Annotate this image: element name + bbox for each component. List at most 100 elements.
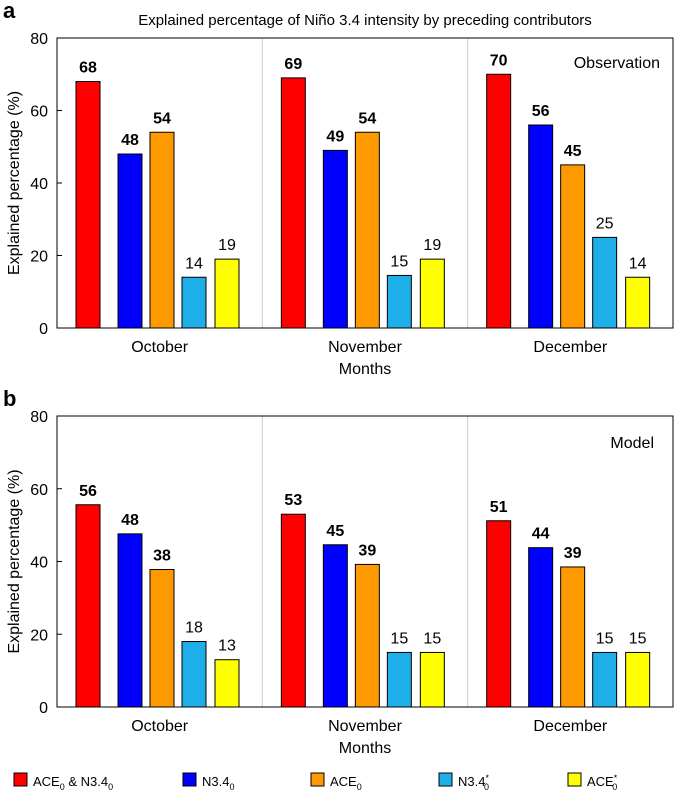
- data-label: 15: [629, 630, 647, 647]
- x-category-label: December: [533, 339, 607, 356]
- legend-swatch: [182, 772, 197, 787]
- legend-label: N3.40​: [202, 774, 234, 792]
- legend-swatch: [438, 772, 453, 787]
- data-label: 56: [79, 483, 97, 500]
- bar-n34-october: [117, 533, 143, 708]
- bar-n34_star-october: [181, 641, 207, 708]
- legend-swatch: [567, 772, 582, 787]
- data-label: 19: [423, 237, 441, 254]
- bar-n34_star-november: [386, 274, 412, 329]
- panel-letter-a: a: [3, 0, 16, 23]
- data-label: 49: [326, 128, 344, 145]
- bar-ace-october: [149, 131, 175, 329]
- bar-ace-november: [354, 563, 380, 708]
- x-axis-label: Months: [339, 361, 391, 378]
- data-label: 39: [358, 542, 376, 559]
- data-label: 25: [596, 215, 614, 232]
- bar-ace-october: [149, 569, 175, 708]
- bar-ace_star-november: [419, 651, 445, 708]
- plot-frame: [56, 415, 674, 708]
- data-label: 14: [185, 255, 203, 272]
- y-tick-label: 20: [30, 249, 48, 266]
- bar-n34_star-november: [386, 651, 412, 708]
- data-label: 15: [390, 253, 408, 270]
- bar-combined-december: [486, 520, 512, 708]
- bar-combined-october: [75, 81, 101, 329]
- bar-ace_star-october: [214, 258, 240, 329]
- y-tick-label: 0: [39, 700, 48, 717]
- panel-letter-b: b: [3, 386, 16, 411]
- bar-n34-november: [322, 544, 348, 708]
- y-axis-label: Explained percentage (%): [6, 91, 23, 275]
- panel-b: b 0 20 40 60 80 56 53 51 48 45 44 38 39 39 18 15 15 13 15 15…: [3, 386, 674, 757]
- data-label: 14: [629, 255, 647, 272]
- data-label: 15: [596, 630, 614, 647]
- data-label: 48: [121, 512, 139, 529]
- bar-ace-december: [560, 566, 586, 708]
- bar-ace_star-december: [625, 651, 651, 708]
- legend-item-ace: ACE0​: [310, 772, 362, 792]
- x-category-label: December: [533, 718, 607, 735]
- x-axis-label: Months: [339, 740, 391, 757]
- data-label: 54: [153, 110, 171, 127]
- y-axis-label: Explained percentage (%): [6, 469, 23, 653]
- data-label: 48: [121, 132, 139, 149]
- y-tick-label: 80: [30, 409, 48, 426]
- legend-item-n34_star: N3.4*0​: [438, 772, 489, 792]
- data-label: 45: [564, 143, 582, 160]
- bar-n34-november: [322, 149, 348, 329]
- y-tick-label: 40: [30, 555, 48, 572]
- legend: ACE0​ & N3.40 N3.40​ ACE0​ N3.4*0​ ACE*0​: [13, 772, 618, 792]
- data-label: 44: [532, 526, 550, 543]
- data-label: 54: [358, 110, 376, 127]
- data-label: 70: [490, 52, 508, 69]
- data-label: 19: [218, 237, 236, 254]
- x-category-label: October: [131, 718, 189, 735]
- panel-annotation: Observation: [574, 55, 660, 72]
- data-label: 15: [390, 630, 408, 647]
- y-tick-label: 0: [39, 321, 48, 338]
- legend-label: ACE*0​: [587, 773, 618, 792]
- data-label: 45: [326, 523, 344, 540]
- legend-item-n34: N3.40​: [182, 772, 234, 792]
- x-category-label: November: [328, 718, 402, 735]
- bar-n34-october: [117, 153, 143, 329]
- y-tick-label: 60: [30, 482, 48, 499]
- panel-a: a Explained percentage of Niño 3.4 intens…: [3, 0, 674, 378]
- bar-ace-december: [560, 164, 586, 329]
- data-label: 18: [185, 620, 203, 637]
- data-label: 69: [284, 56, 302, 73]
- data-label: 56: [532, 103, 550, 120]
- bar-n34_star-december: [592, 236, 618, 329]
- data-label: 38: [153, 548, 171, 565]
- legend-item-ace_star: ACE*0​: [567, 772, 618, 792]
- bar-ace_star-december: [625, 276, 651, 329]
- bar-n34-december: [528, 547, 554, 708]
- bar-n34_star-october: [181, 276, 207, 329]
- bar-combined-october: [75, 504, 101, 708]
- data-label: 51: [490, 499, 508, 516]
- bar-combined-november: [280, 513, 306, 708]
- bar-n34-december: [528, 124, 554, 329]
- legend-label: ACE0​: [330, 774, 362, 792]
- data-label: 53: [284, 492, 302, 509]
- legend-item-combined: ACE0​ & N3.40: [13, 772, 113, 792]
- bar-ace-november: [354, 131, 380, 329]
- y-tick-label: 60: [30, 104, 48, 121]
- bar-combined-november: [280, 77, 306, 329]
- y-tick-label: 20: [30, 627, 48, 644]
- legend-label: N3.4*0​: [458, 773, 489, 792]
- bar-n34_star-december: [592, 651, 618, 708]
- bar-ace_star-november: [419, 258, 445, 329]
- x-category-label: October: [131, 339, 189, 356]
- x-category-label: November: [328, 339, 402, 356]
- chart-title: Explained percentage of Niño 3.4 intensi…: [138, 12, 592, 29]
- data-label: 13: [218, 638, 236, 655]
- plot-frame: [56, 37, 674, 329]
- y-tick-label: 80: [30, 31, 48, 48]
- y-tick-label: 40: [30, 176, 48, 193]
- panel-annotation: Model: [610, 435, 654, 452]
- data-label: 39: [564, 545, 582, 562]
- data-label: 68: [79, 60, 97, 77]
